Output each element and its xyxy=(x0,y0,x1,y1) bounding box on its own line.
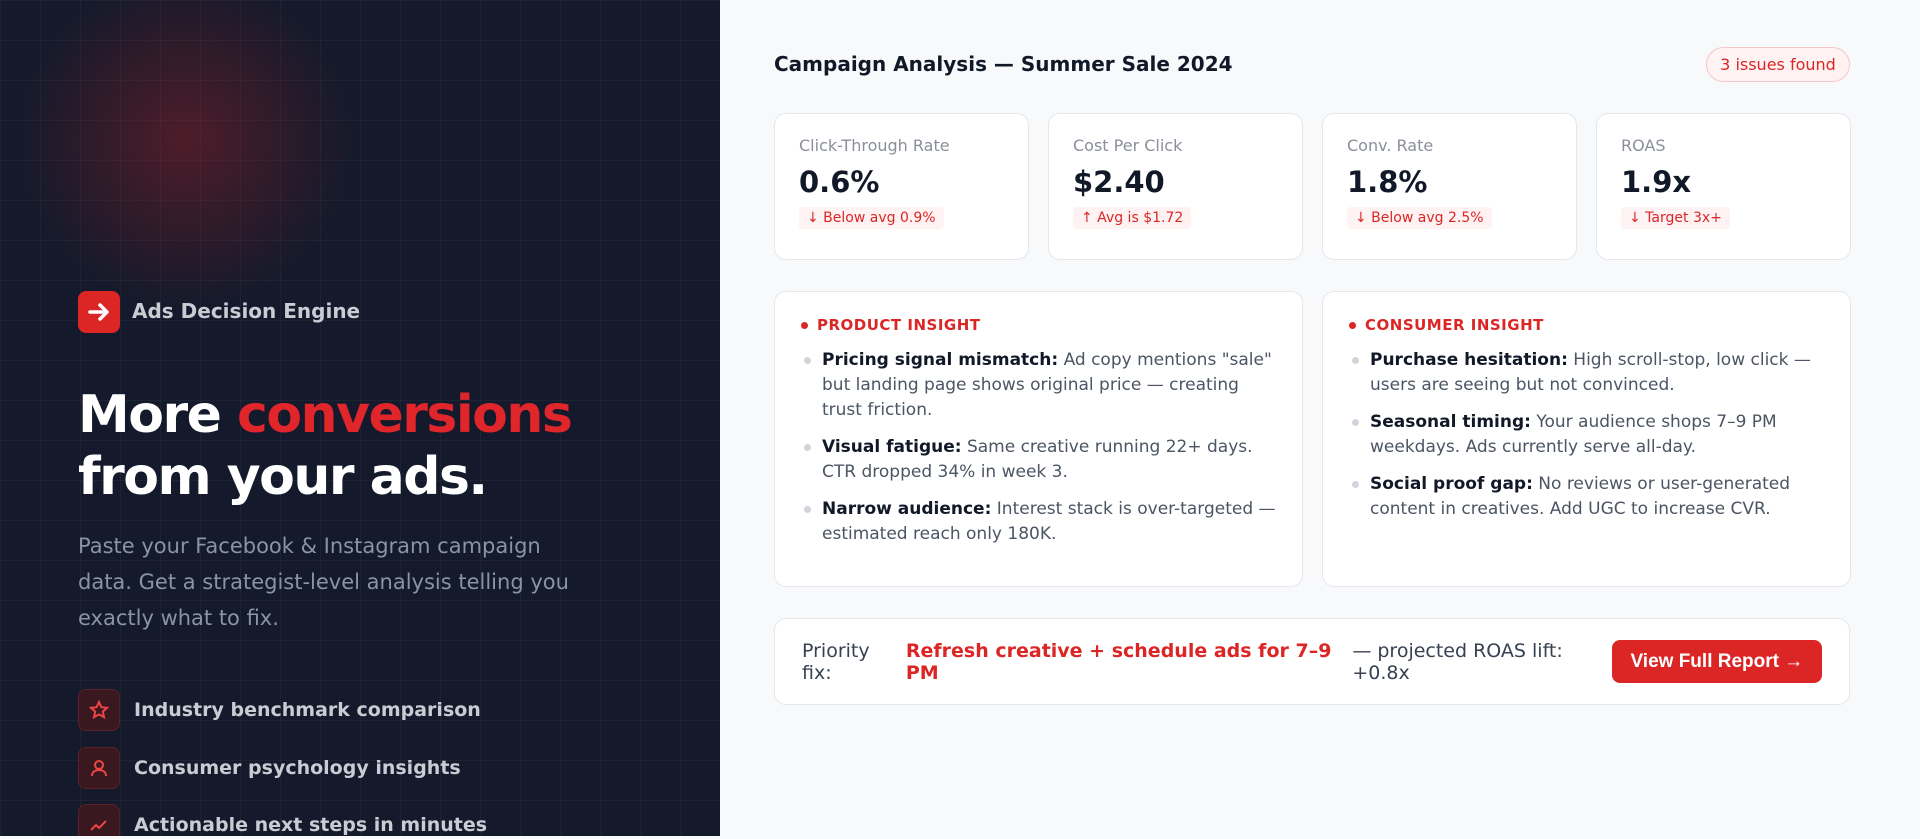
metric-delta: ↓ Below avg 2.5% xyxy=(1347,207,1492,229)
metric-delta: ↓ Below avg 0.9% xyxy=(799,207,944,229)
insight-list: Purchase hesitation: High scroll-stop, l… xyxy=(1349,348,1824,522)
insight-card: CONSUMER INSIGHT Purchase hesitation: Hig… xyxy=(1322,291,1851,587)
insight-card: PRODUCT INSIGHT Pricing signal mismatch: … xyxy=(774,291,1303,587)
metric-value: $2.40 xyxy=(1073,165,1165,199)
metric-card: Conv. Rate 1.8% ↓ Below avg 2.5% xyxy=(1322,113,1577,260)
insight-item: Social proof gap: No reviews or user-gen… xyxy=(1349,472,1824,522)
headline-start: More xyxy=(78,385,222,445)
hero-panel: Ads Decision Engine More conversions from… xyxy=(0,0,720,836)
feature: Industry benchmark comparison xyxy=(78,689,481,731)
issues-badge: 3 issues found xyxy=(1706,47,1850,82)
metric-delta: ↑ Avg is $1.72 xyxy=(1073,207,1192,229)
brand-name: Ads Decision Engine xyxy=(132,299,361,323)
item-label: Visual fatigue: xyxy=(822,437,962,457)
metric-label: Conv. Rate xyxy=(1347,136,1434,155)
metric-card: Cost Per Click $2.40 ↑ Avg is $1.72 xyxy=(1048,113,1303,260)
metric-value: 1.8% xyxy=(1347,165,1428,199)
item-text: Your audience shops 7–9 PM weekdays. Ads… xyxy=(1370,412,1777,457)
headline: More conversions from your ads. xyxy=(78,384,573,508)
brand-logo xyxy=(78,291,120,333)
description: Paste your Facebook & Instagram campaign… xyxy=(78,534,569,630)
insight-item: Visual fatigue: Same creative running 22… xyxy=(801,435,1276,485)
item-label: Pricing signal mismatch: xyxy=(822,350,1059,370)
insight-list: Pricing signal mismatch: Ad copy mention… xyxy=(801,348,1276,547)
view-report-button[interactable]: View Full Report → xyxy=(1611,640,1822,683)
item-text: Ad copy mentions "sale" but landing page… xyxy=(822,350,1272,420)
metric-card: Click-Through Rate 0.6% ↓ Below avg 0.9% xyxy=(774,113,1029,260)
item-text: No reviews or user-generated content in … xyxy=(1370,474,1791,519)
report-title: Campaign Analysis — Summer Sale 2024 xyxy=(774,52,1233,76)
insight-item: Purchase hesitation: High scroll-stop, l… xyxy=(1349,348,1824,398)
feature-text: Consumer psychology insights xyxy=(134,757,461,779)
item-text: Same creative running 22+ days. CTR drop… xyxy=(822,437,1253,482)
metric-label: ROAS xyxy=(1621,136,1666,155)
insight-heading: CONSUMER INSIGHT xyxy=(1349,316,1824,334)
metric-delta: ↓ Target 3x+ xyxy=(1621,207,1730,229)
metric-label: Click-Through Rate xyxy=(799,136,950,155)
insight-item: Pricing signal mismatch: Ad copy mention… xyxy=(801,348,1276,423)
item-label: Seasonal timing: xyxy=(1370,412,1531,432)
metric-card: ROAS 1.9x ↓ Target 3x+ xyxy=(1596,113,1851,260)
priority-prefix: Priority fix: xyxy=(802,639,870,684)
item-label: Social proof gap: xyxy=(1370,474,1533,494)
metric-value: 1.9x xyxy=(1621,165,1692,199)
priority-highlight: Refresh creative + schedule ads for 7–9 … xyxy=(905,639,1332,684)
metric-value: 0.6% xyxy=(799,165,880,199)
item-label: Purchase hesitation: xyxy=(1370,350,1568,370)
priority-suffix: — projected ROAS lift: +0.8x xyxy=(1352,639,1563,684)
headline-end: from your ads. xyxy=(78,447,488,507)
item-label: Narrow audience: xyxy=(822,499,992,519)
item-text: High scroll-stop, low click — users are … xyxy=(1370,350,1811,395)
feature-text: Actionable next steps in minutes xyxy=(134,814,488,836)
feature-text: Industry benchmark comparison xyxy=(134,699,481,721)
feature: Consumer psychology insights xyxy=(78,747,461,789)
item-text: Interest stack is over-targeted — estima… xyxy=(822,499,1276,544)
insight-heading: PRODUCT INSIGHT xyxy=(801,316,1276,334)
priority-bar: Priority fix: Refresh creative + schedul… xyxy=(774,618,1850,705)
insight-item: Seasonal timing: Your audience shops 7–9… xyxy=(1349,410,1824,460)
headline-highlight: conversions xyxy=(237,385,573,445)
feature: Actionable next steps in minutes xyxy=(78,804,487,836)
insight-item: Narrow audience: Interest stack is over-… xyxy=(801,497,1276,547)
metric-label: Cost Per Click xyxy=(1073,136,1183,155)
